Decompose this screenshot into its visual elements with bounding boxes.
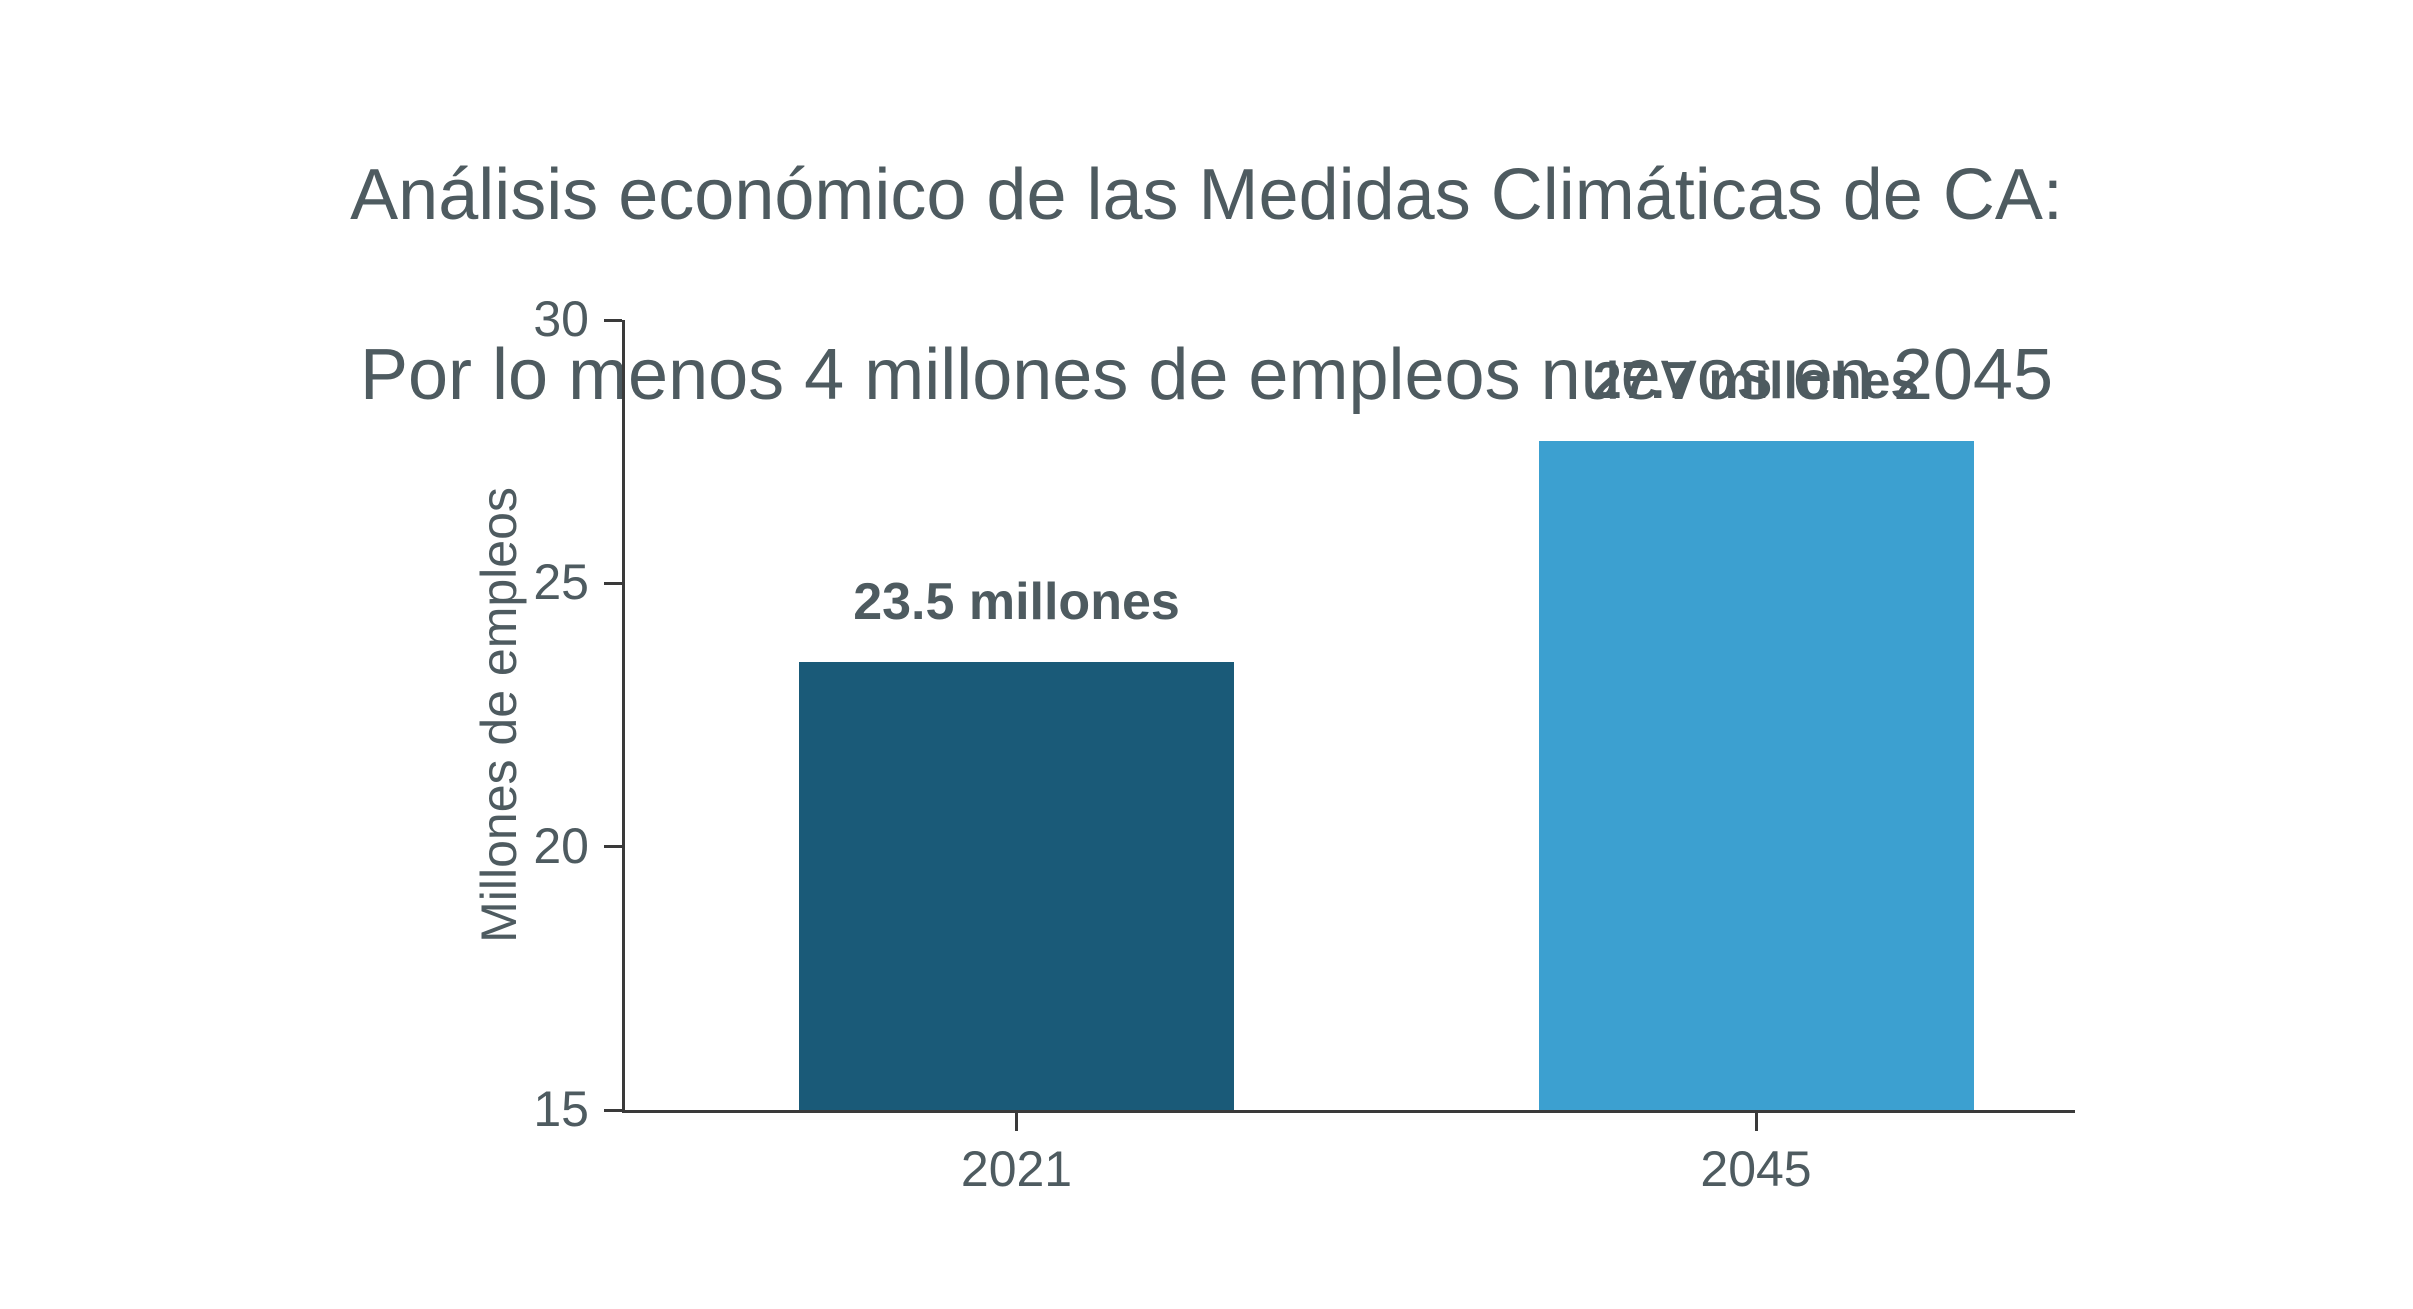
bar — [799, 662, 1234, 1110]
bar-value-label: 27.7 millones — [1593, 351, 1920, 411]
y-tick-label: 25 — [533, 553, 589, 611]
y-tick-mark — [604, 582, 622, 585]
x-axis-line — [622, 1110, 2075, 1113]
y-tick-mark — [604, 319, 622, 322]
y-tick-label: 30 — [533, 290, 589, 348]
x-tick-label: 2021 — [961, 1140, 1072, 1198]
chart-container: Análisis económico de las Medidas Climát… — [0, 0, 2413, 1309]
x-tick-mark — [1755, 1113, 1758, 1131]
plot-area: 152025302021204523.5 millones27.7 millon… — [625, 320, 2075, 1110]
chart-title-line1: Análisis económico de las Medidas Climát… — [350, 155, 2063, 235]
y-axis-line — [622, 320, 625, 1110]
y-axis-label: Millones de empleos — [470, 487, 528, 943]
bar-value-label: 23.5 millones — [853, 572, 1180, 632]
x-tick-label: 2045 — [1700, 1140, 1811, 1198]
x-tick-mark — [1015, 1113, 1018, 1131]
y-tick-label: 15 — [533, 1080, 589, 1138]
y-tick-label: 20 — [533, 817, 589, 875]
y-tick-mark — [604, 1109, 622, 1112]
bar — [1539, 441, 1974, 1110]
y-tick-mark — [604, 845, 622, 848]
